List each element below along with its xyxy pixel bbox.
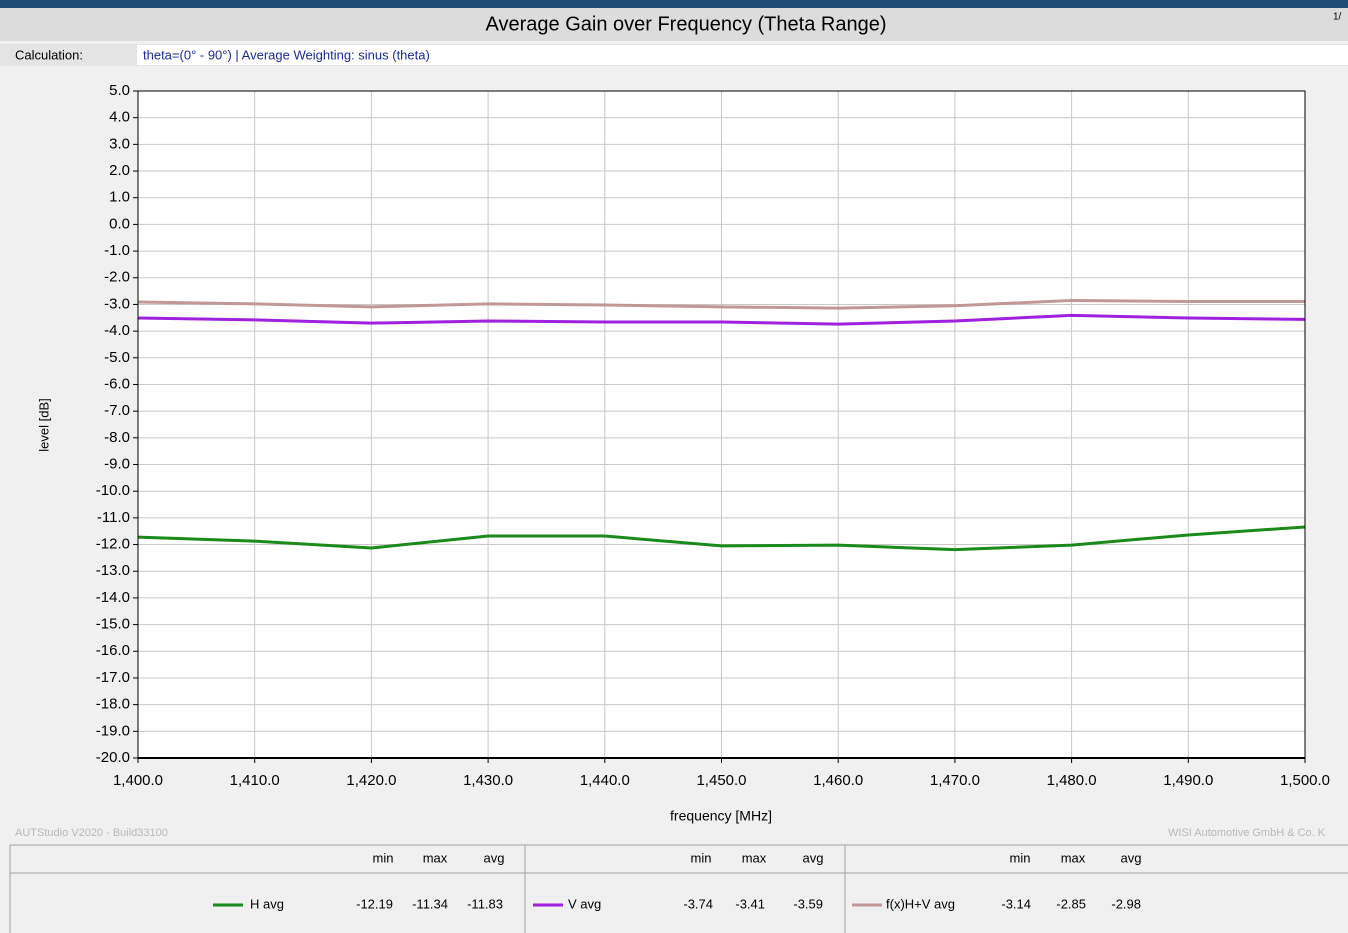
y-tick-label: 5.0 bbox=[109, 82, 130, 99]
top-bar bbox=[0, 0, 1348, 8]
legend-stat: -11.34 bbox=[412, 896, 448, 911]
legend-header: avg bbox=[484, 850, 505, 865]
legend-stat: -11.83 bbox=[467, 896, 503, 911]
y-tick-label: -9.0 bbox=[104, 455, 130, 472]
chart-title: Average Gain over Frequency (Theta Range… bbox=[486, 13, 887, 35]
legend: min max avg H avg -12.19 -11.34 -11.83 min max av… bbox=[213, 850, 1141, 911]
y-axis-label: level [dB] bbox=[36, 398, 51, 451]
legend-name: H avg bbox=[250, 896, 284, 911]
x-axis-label: frequency [MHz] bbox=[670, 808, 772, 824]
y-tick-label: -18.0 bbox=[96, 696, 130, 713]
legend-header: max bbox=[742, 850, 767, 865]
calc-value: theta=(0° - 90°) | Average Weighting: si… bbox=[143, 47, 430, 62]
legend-header: avg bbox=[1121, 850, 1142, 865]
x-tick-label: 1,400.0 bbox=[113, 772, 163, 789]
footer-left: AUTStudio V2020 - Build33100 bbox=[15, 827, 168, 839]
legend-name: f(x)H+V avg bbox=[886, 896, 955, 911]
x-tick-label: 1,430.0 bbox=[463, 772, 513, 789]
y-tick-label: 0.0 bbox=[109, 215, 130, 232]
x-tick-label: 1,480.0 bbox=[1047, 772, 1097, 789]
series-group bbox=[137, 298, 1306, 552]
ticks: 5.0 4.0 3.0 2.0 1.0 0.0 -1.0 -2.0 -3.0 -4.0 -5.0 -6… bbox=[96, 82, 1330, 789]
y-tick-label: -2.0 bbox=[104, 269, 130, 286]
y-tick-label: -20.0 bbox=[96, 749, 130, 766]
y-tick-label: -7.0 bbox=[104, 402, 130, 419]
calc-box bbox=[137, 45, 1348, 65]
y-tick-label: -3.0 bbox=[104, 295, 130, 312]
y-tick-label: 1.0 bbox=[109, 189, 130, 206]
y-tick-label: -19.0 bbox=[96, 722, 130, 739]
legend-stat: -2.85 bbox=[1056, 896, 1086, 911]
title-bar bbox=[0, 8, 1348, 41]
legend-header: min bbox=[691, 850, 712, 865]
series-line bbox=[137, 525, 1306, 552]
y-tick-label: -16.0 bbox=[96, 642, 130, 659]
y-tick-label: 3.0 bbox=[109, 135, 130, 152]
y-tick-label: 2.0 bbox=[109, 162, 130, 179]
x-tick-label: 1,460.0 bbox=[813, 772, 863, 789]
y-tick-label: -17.0 bbox=[96, 669, 130, 686]
y-tick-label: -14.0 bbox=[96, 589, 130, 606]
y-tick-label: -1.0 bbox=[104, 242, 130, 259]
y-tick-label: -10.0 bbox=[96, 482, 130, 499]
legend-stat: -3.14 bbox=[1001, 896, 1031, 911]
legend-header: max bbox=[423, 850, 448, 865]
y-tick-label: -11.0 bbox=[97, 509, 130, 526]
legend-header: max bbox=[1061, 850, 1086, 865]
y-tick-label: -15.0 bbox=[96, 616, 130, 633]
y-tick-label: -6.0 bbox=[104, 375, 130, 392]
x-tick-label: 1,470.0 bbox=[930, 772, 980, 789]
y-tick-label: -13.0 bbox=[96, 562, 130, 579]
footer-right: WISI Automotive GmbH & Co. K bbox=[1168, 827, 1326, 839]
legend-stat: -3.41 bbox=[735, 896, 765, 911]
y-tick-label: 4.0 bbox=[109, 109, 130, 126]
x-tick-label: 1,500.0 bbox=[1280, 772, 1330, 789]
legend-stat: -3.74 bbox=[683, 896, 713, 911]
series-line bbox=[137, 298, 1305, 310]
x-tick-label: 1,490.0 bbox=[1163, 772, 1213, 789]
y-tick-label: -12.0 bbox=[96, 536, 130, 553]
legend-header: min bbox=[1010, 850, 1031, 865]
y-tick-label: -4.0 bbox=[104, 322, 130, 339]
series-line bbox=[137, 313, 1306, 326]
legend-stat: -3.59 bbox=[793, 896, 823, 911]
x-tick-label: 1,420.0 bbox=[346, 772, 396, 789]
x-tick-label: 1,410.0 bbox=[230, 772, 280, 789]
legend-stat: -12.19 bbox=[356, 896, 393, 911]
y-tick-label: -8.0 bbox=[104, 429, 130, 446]
x-tick-label: 1,450.0 bbox=[696, 772, 746, 789]
legend-name: V avg bbox=[568, 896, 601, 911]
x-tick-label: 1,440.0 bbox=[580, 772, 630, 789]
page-indicator: 1/ bbox=[1333, 12, 1342, 23]
legend-header: avg bbox=[803, 850, 824, 865]
calc-label: Calculation: bbox=[15, 47, 83, 62]
y-tick-label: -5.0 bbox=[104, 349, 130, 366]
legend-header: min bbox=[373, 850, 394, 865]
legend-stat: -2.98 bbox=[1111, 896, 1141, 911]
